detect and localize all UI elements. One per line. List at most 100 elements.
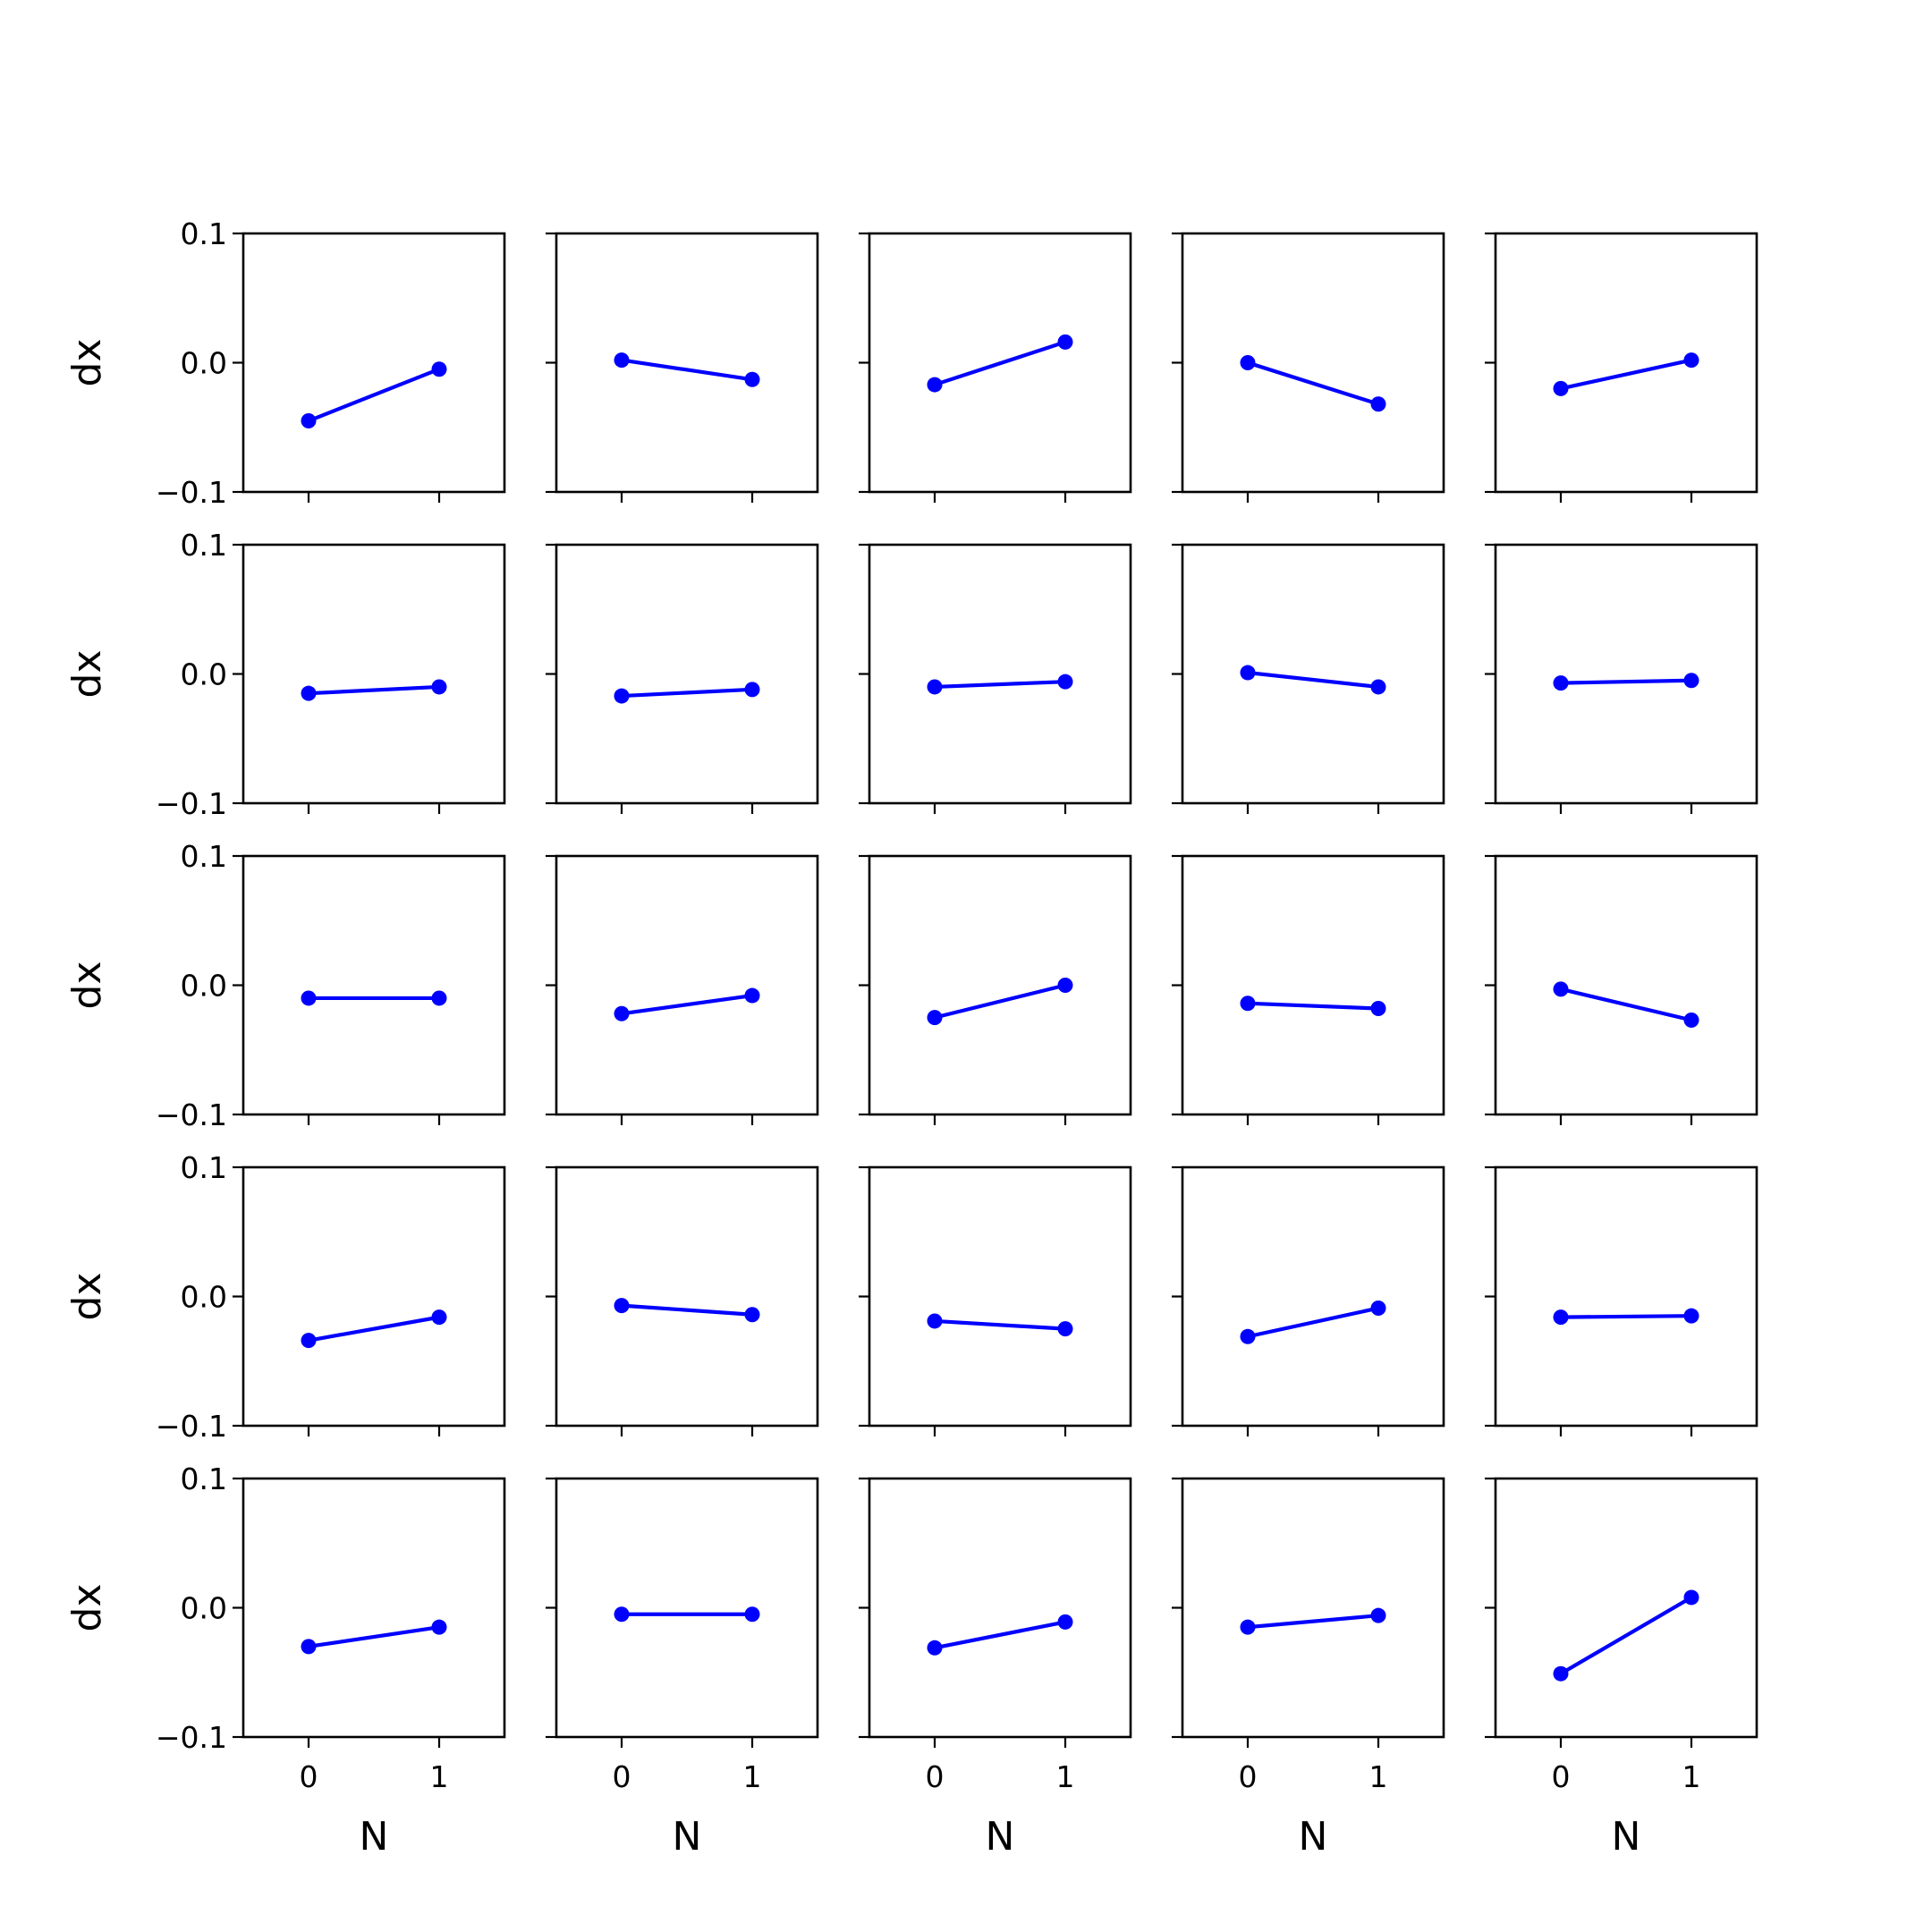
data-point [1057,1321,1073,1337]
x-axis-label: N [986,1814,1015,1860]
series-line [1560,358,1692,391]
series-line [934,680,1066,690]
x-tick-label: 0 [1239,1759,1258,1794]
subplot-r1-c3 [859,232,1132,503]
x-axis-label: N [1612,1814,1641,1860]
subplot-r5-c4: 0 1 N [1172,1477,1445,1860]
subplot-r2-c3 [859,543,1132,814]
y-axis-label: dx [64,650,110,699]
y-tick-label: −0.1 [156,1409,227,1444]
x-tick-label: 0 [926,1759,945,1794]
x-tick-label: 1 [430,1759,449,1794]
y-tick-label: −0.1 [156,475,227,510]
subplot-r2-c4 [1172,543,1445,814]
subplot-r4-c4 [1172,1165,1445,1436]
y-tick-label: −0.1 [156,1097,227,1132]
subplot-r1-c5 [1485,232,1758,503]
data-point [614,1298,630,1314]
series-line [621,1303,753,1317]
y-tick-label: 0.0 [181,657,227,692]
x-axis-label: N [673,1814,702,1860]
subplot-r4-c5 [1485,1165,1758,1436]
data-point [1683,352,1699,369]
series-line [308,1625,440,1648]
data-point [1057,978,1073,993]
data-point [431,679,447,695]
data-point [744,1307,760,1323]
data-point [301,990,317,1006]
data-point [1370,1301,1386,1317]
data-point [431,1309,447,1326]
y-tick-label: 0.1 [181,1150,227,1185]
y-tick-label: −0.1 [156,786,227,821]
data-point [1370,1001,1386,1017]
subplot-r1-c4 [1172,232,1445,503]
data-point [927,679,943,695]
x-axis-label: N [1299,1814,1328,1860]
series-line [621,358,753,382]
series-line [621,687,753,699]
data-point [301,413,317,429]
y-tick-label: 0.1 [181,528,227,563]
subplot-r3-c5 [1485,854,1758,1125]
series-line [308,1315,440,1343]
data-point [927,1640,943,1656]
y-tick-label: 0.0 [181,1280,227,1315]
data-point [1057,334,1073,350]
data-point [1370,679,1386,695]
data-point [614,1606,630,1623]
data-point [927,1313,943,1329]
series-line [621,993,753,1016]
subplot-r1-c2 [546,232,819,503]
series-line [1559,1596,1693,1676]
subplot-r5-c1: −0.1 0.0 0.1 0 1 dx N [64,1462,506,1860]
x-tick-label: 0 [613,1759,631,1794]
data-point [1240,355,1256,370]
subplot-r5-c2: 0 1 N [546,1477,819,1860]
series-line [934,1318,1066,1331]
data-point [927,377,943,393]
data-point [1240,665,1256,681]
data-point [1553,675,1569,691]
y-tick-label: 0.1 [181,839,227,874]
x-tick-label: 1 [743,1759,762,1794]
data-point [1057,1614,1073,1630]
subplot-r2-c5 [1485,543,1758,814]
x-axis-label: N [360,1814,389,1860]
data-point [1553,1309,1569,1326]
data-point [1553,1665,1569,1682]
series-line [1247,1001,1379,1011]
data-point [301,1639,317,1655]
x-tick-label: 1 [1369,1759,1388,1794]
series-line [1247,1614,1379,1630]
data-point [431,990,447,1006]
data-point [744,682,760,698]
subplot-r4-c3 [859,1165,1132,1436]
data-point [1370,396,1386,412]
data-point [614,688,630,704]
panels: −0.10.00.1dx−0.10.00.1dx−0.10.00.1dx−0.1… [64,216,1758,1860]
data-point [1057,674,1073,690]
subplot-r1-c1: −0.1 0.0 0.1 dx [64,216,506,510]
series-line [308,367,440,423]
subplot-r2-c1: −0.1 0.0 0.1 dx [64,528,506,821]
data-point [1370,1607,1386,1623]
y-tick-label: 0.0 [181,346,227,381]
series-line [1247,670,1379,690]
series-line [1247,1306,1379,1339]
y-tick-label: 0.1 [181,216,227,251]
y-tick-label: 0.1 [181,1462,227,1496]
subplot-r3-c3 [859,854,1132,1125]
series-line [934,983,1066,1020]
series-line [934,340,1066,387]
x-tick-label: 1 [1682,1759,1701,1794]
data-point [431,1619,447,1635]
y-tick-label: −0.1 [156,1720,227,1755]
x-tick-label: 0 [300,1759,318,1794]
subplot-r3-c1: −0.1 0.0 0.1 dx [64,839,506,1132]
data-point [431,361,447,377]
data-point [301,1333,317,1349]
data-point [1683,1013,1699,1029]
